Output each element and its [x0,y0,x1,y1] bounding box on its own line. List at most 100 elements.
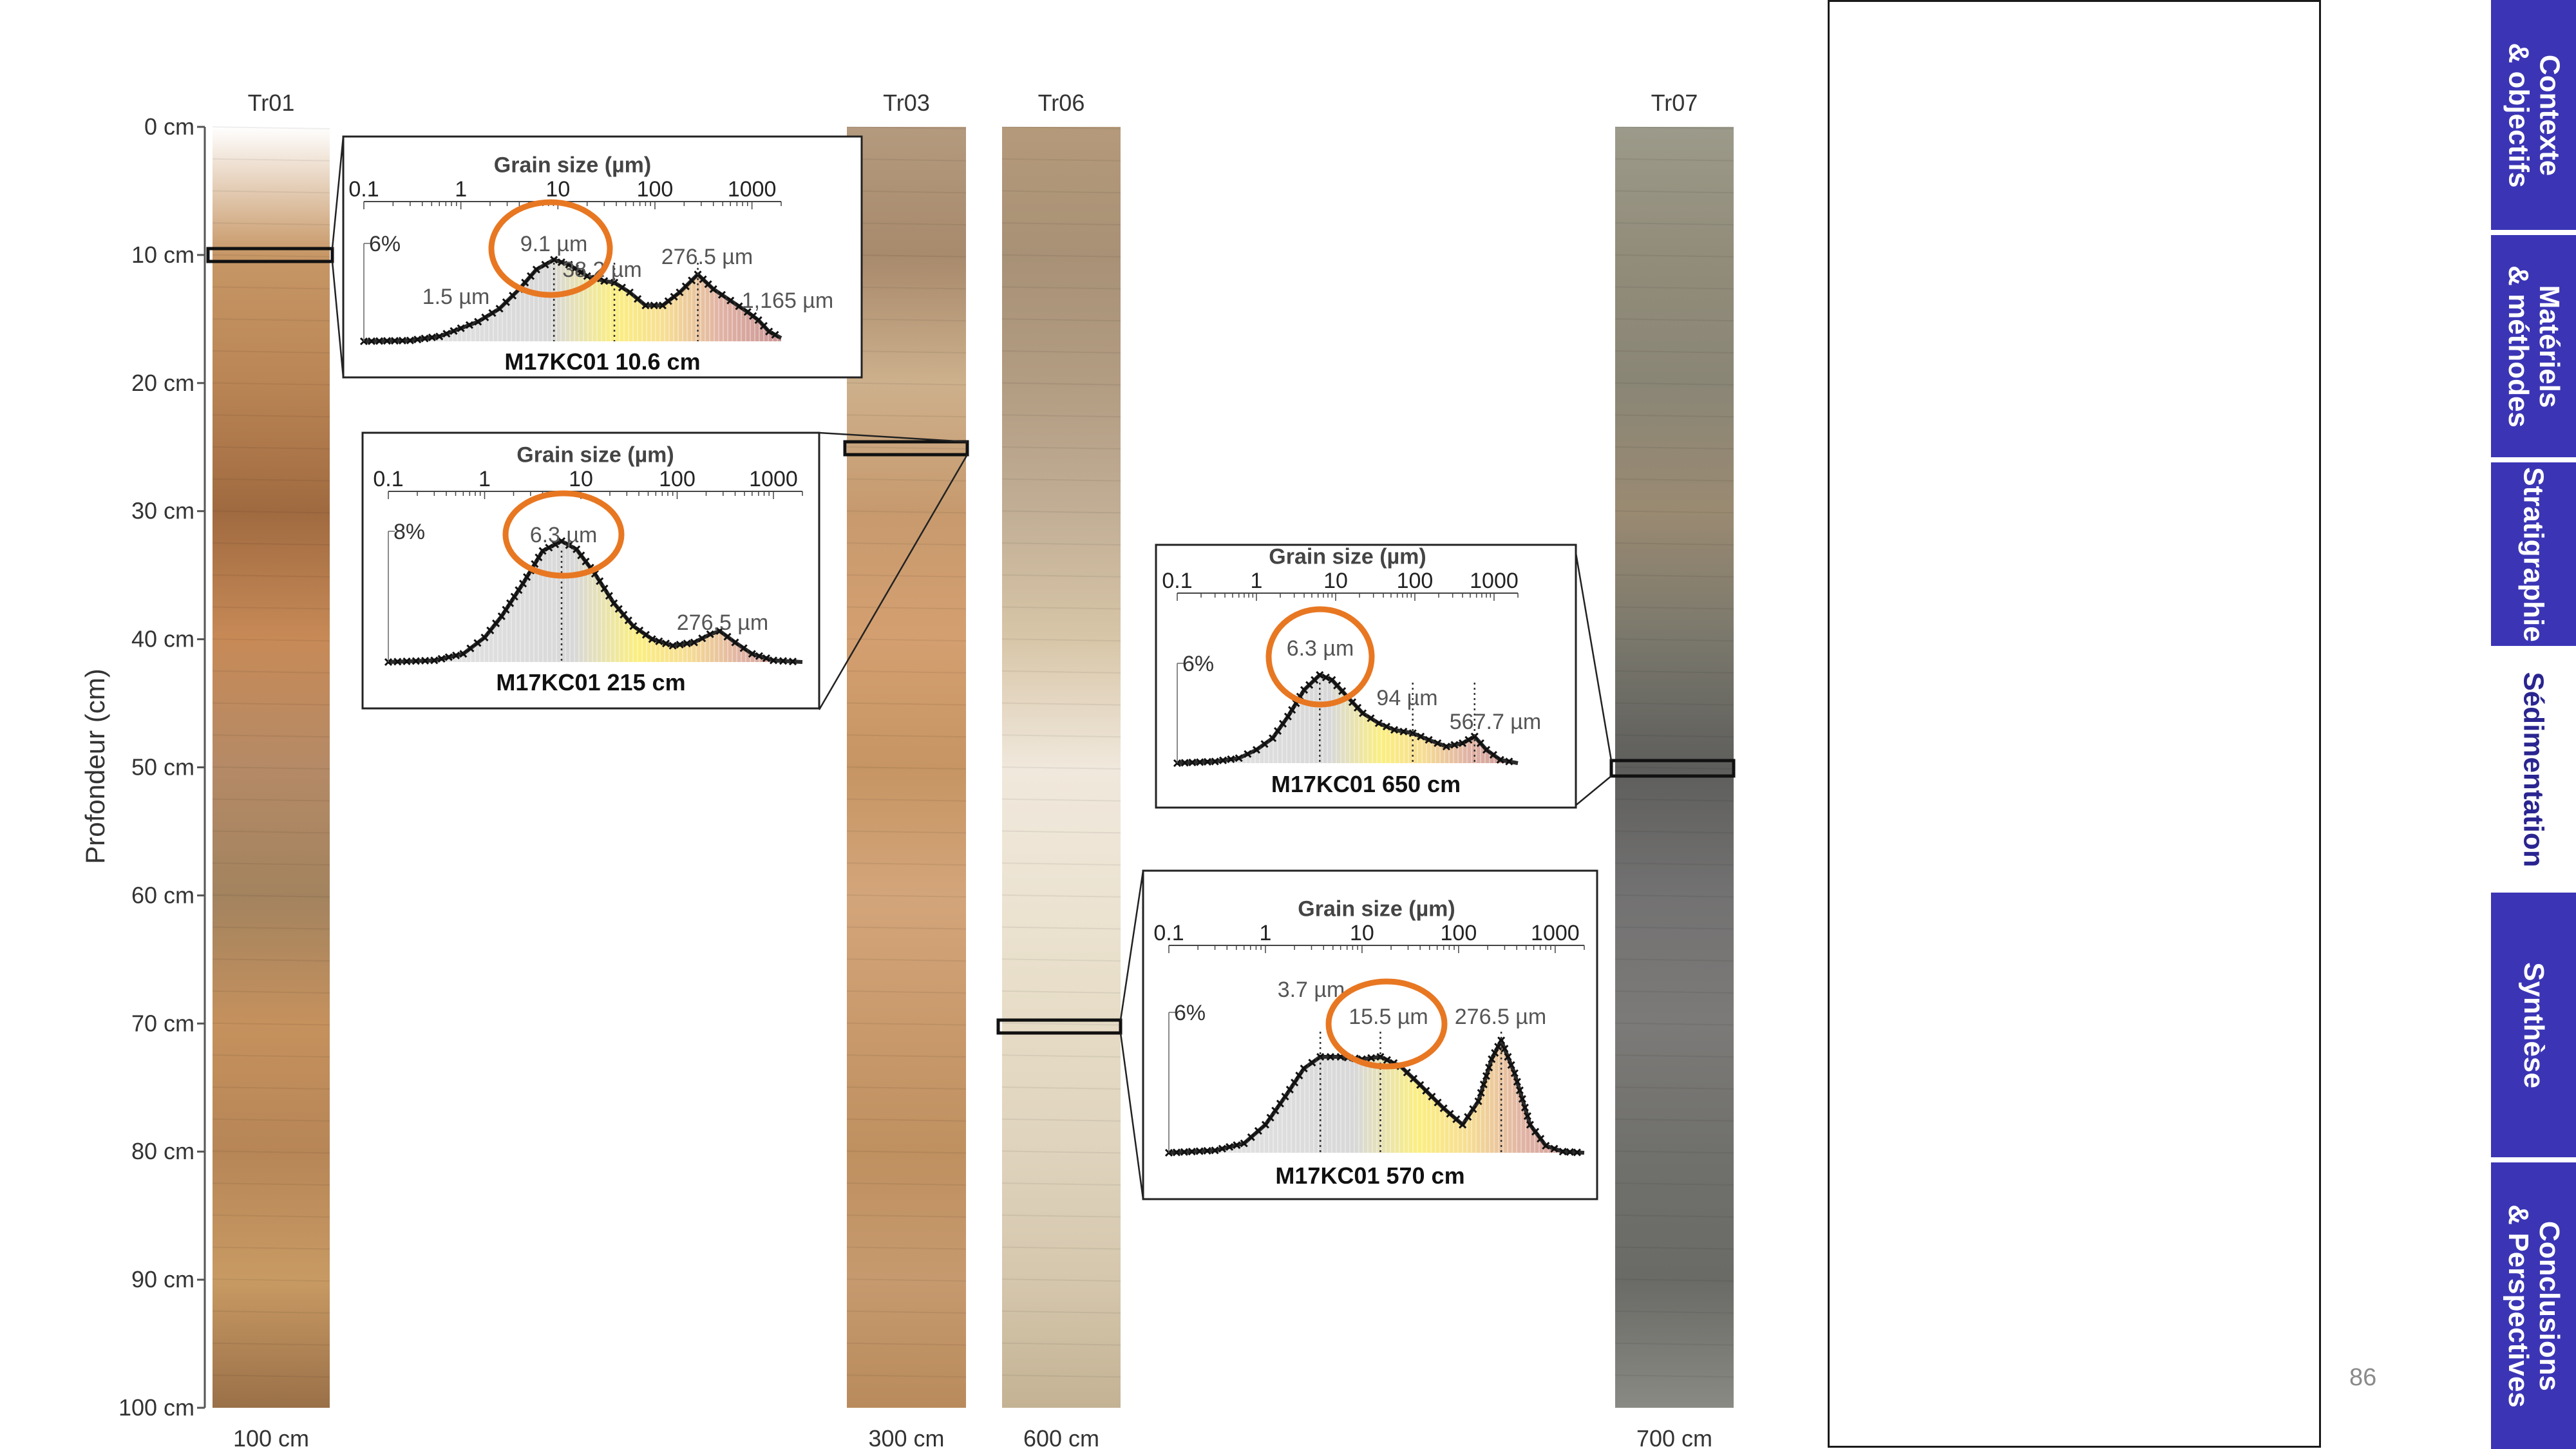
core-lamina [212,766,330,770]
core-lamina [212,1310,330,1314]
peak-label: 3.7 µm [1278,978,1345,1002]
data-point-marker [521,278,529,287]
core-lamina [846,1022,967,1026]
core-lamina [1001,222,1121,226]
data-point-marker [1526,1121,1534,1129]
depth-tick-label: 30 cm [131,498,194,524]
data-point-marker [474,317,482,326]
data-point-marker [1316,671,1324,679]
depth-tick-label: 60 cm [131,882,194,908]
data-point-marker [596,577,604,585]
data-point-marker [1271,1106,1280,1115]
data-point-marker [1523,1112,1531,1121]
data-point-marker [771,330,779,339]
data-point-marker [755,652,763,660]
y-max-label: 6% [1174,1001,1206,1025]
highlight-circle [1325,978,1448,1070]
data-point-marker [435,332,444,341]
data-point-marker [618,283,627,292]
data-point-marker [402,657,411,666]
nav-tab-stratigraphie[interactable]: Stratigraphie [2491,462,2576,646]
core-lamina [1001,798,1121,802]
data-point-marker [1507,1061,1515,1069]
core-lamina [846,126,967,129]
core-lamina [1615,1118,1734,1122]
data-point-marker [1566,1148,1574,1156]
core-lamina [212,542,330,546]
core-lamina [212,126,330,129]
core-lamina [1615,158,1734,162]
core-lamina [1001,1374,1121,1378]
nav-tab-contexte[interactable]: Contexte & objectifs [2491,0,2576,230]
core-lamina [212,638,330,642]
core-lamina [1001,1022,1121,1026]
core-lamina [212,350,330,354]
core-lamina [1615,1150,1734,1154]
core-lamina [1615,222,1734,226]
core-lamina [1615,798,1734,802]
data-point-marker [1359,709,1367,717]
data-point-marker [518,580,527,588]
depth-tick-label: 80 cm [131,1138,194,1164]
y-max-label: 8% [393,520,425,544]
grain-size-chart-inset-570: 0.1 1 10 100 1000 Grain size (µm) 6% 3.7 µm15.5… [1142,869,1598,1200]
data-point-marker [573,545,581,553]
data-point-marker [1416,1081,1425,1089]
peak-label: 1,165 µm [742,289,833,313]
core-lamina [846,1118,967,1122]
core-lamina [212,190,330,194]
core-lamina [212,894,330,898]
core-lamina [1615,542,1734,546]
data-point-marker [1195,1147,1204,1155]
connector-line [819,431,968,443]
data-point-marker [1488,1055,1496,1063]
connector-line [1119,870,1144,1021]
data-point-marker [641,630,650,639]
data-point-marker [641,301,650,310]
core-lamina [1001,510,1121,514]
data-point-marker [412,657,420,665]
data-point-marker [413,336,422,344]
data-point-marker [709,285,717,293]
grain-axis-tick-label: 0.1 [373,467,403,491]
core-lamina [212,1246,330,1250]
data-point-marker [466,644,475,652]
core-lamina [1615,894,1734,898]
core-lamina [846,1374,967,1378]
data-point-marker [676,640,684,649]
core-lamina [846,798,967,802]
data-point-marker [526,272,535,280]
core-lamina [212,510,330,514]
data-point-marker [1211,757,1219,766]
core-lamina [1615,286,1734,290]
depth-tick-label: 100 cm [118,1394,194,1421]
data-point-marker [1474,1097,1482,1106]
core-depth-label: 600 cm [1023,1425,1099,1449]
core-lamina [1001,478,1121,482]
core-lamina [1001,958,1121,962]
nav-tab-synthese[interactable]: Synthèse [2491,893,2576,1157]
data-point-marker [452,651,460,659]
data-point-marker [1505,757,1513,766]
core-photo-tr07 [1615,127,1734,1408]
core-lamina [846,542,967,546]
core-lamina [1615,190,1734,194]
nav-tab-materiels[interactable]: Matériels & méthodes [2491,235,2576,457]
core-lamina [1001,702,1121,706]
core-lamina [212,798,330,802]
nav-tab-sedimentation[interactable]: Sédimentation [2491,651,2576,887]
core-lamina [1001,254,1121,258]
data-point-marker [1469,1105,1477,1113]
data-point-marker [1408,729,1417,737]
data-point-marker [421,656,430,665]
data-point-marker [502,298,510,307]
data-point-marker [1452,1115,1461,1123]
data-point-marker [1513,1077,1521,1086]
depth-axis-title: Profondeur (cm) [80,668,110,864]
highlight-circle [502,490,625,579]
data-point-marker [731,638,739,647]
nav-tab-conclusions[interactable]: Conclusions & Perspectives [2491,1162,2576,1449]
core-lamina [1615,510,1734,514]
core-lamina [212,1054,330,1058]
chart-caption: M17KC01 650 cm [1271,771,1461,797]
